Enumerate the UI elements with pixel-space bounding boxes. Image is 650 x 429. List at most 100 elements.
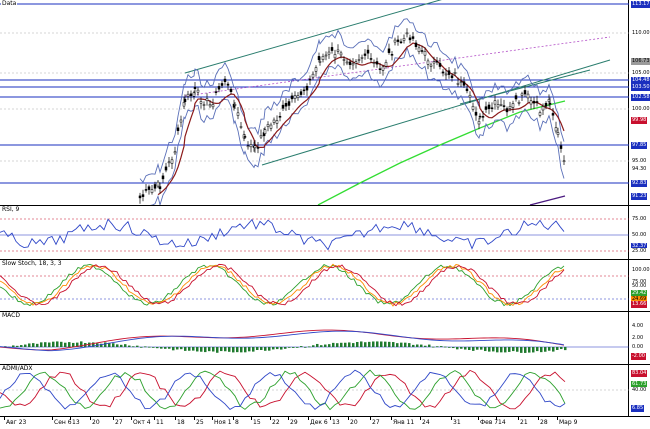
price-level-label: 102.58 bbox=[631, 94, 650, 101]
date-tick bbox=[52, 417, 53, 420]
macd-histogram-bar bbox=[548, 347, 551, 351]
candle-body bbox=[378, 68, 382, 70]
date-label: 22 bbox=[272, 419, 280, 426]
macd-histogram-bar bbox=[540, 347, 543, 353]
candle-body bbox=[481, 116, 485, 118]
rsi-pane[interactable]: RSI, 9 75.00 50.00 32.37 25.00 bbox=[0, 206, 650, 259]
candle-body bbox=[318, 61, 322, 63]
adx-pane[interactable]: ADMI/ADX 83.04 61.73 40.00 6.85 bbox=[0, 365, 650, 416]
date-label: 21 bbox=[520, 419, 528, 426]
candle-body bbox=[220, 83, 224, 86]
price-pane-title: Data bbox=[1, 0, 18, 7]
macd-pane[interactable]: MACD 4.00 2.00 0.00 -2.00 bbox=[0, 312, 650, 364]
macd-histogram-bar bbox=[496, 347, 499, 353]
channel-upper bbox=[184, 0, 442, 74]
candle-body bbox=[354, 61, 358, 64]
macd-histogram-bar bbox=[320, 345, 323, 347]
macd-histogram-bar bbox=[236, 347, 239, 353]
price-level-label: 113.17 bbox=[631, 1, 650, 8]
candle-body bbox=[456, 83, 460, 85]
candle-body bbox=[499, 104, 503, 106]
macd-histogram-bar bbox=[68, 342, 71, 347]
adx-line bbox=[0, 369, 566, 411]
adx-line bbox=[0, 369, 566, 410]
macd-histogram-bar bbox=[108, 342, 111, 347]
macd-histogram-bar bbox=[432, 346, 435, 348]
macd-histogram-bar bbox=[400, 342, 403, 347]
date-label: 15 bbox=[253, 419, 261, 426]
macd-histogram-bar bbox=[444, 346, 447, 348]
candle-body bbox=[321, 56, 325, 60]
macd-histogram-bar bbox=[128, 345, 131, 347]
candle-body bbox=[266, 124, 270, 127]
candle-body bbox=[164, 166, 168, 171]
macd-histogram-bar bbox=[216, 347, 219, 353]
candle-body bbox=[477, 121, 481, 125]
candle-body bbox=[484, 106, 488, 110]
candle-body bbox=[176, 127, 180, 132]
candle-body bbox=[478, 115, 482, 118]
candle-body bbox=[559, 145, 563, 149]
macd-histogram-bar bbox=[208, 347, 211, 352]
pane-divider[interactable] bbox=[0, 311, 650, 312]
macd-histogram-bar bbox=[448, 347, 451, 348]
candle-body bbox=[269, 124, 273, 129]
candle-body bbox=[423, 51, 427, 56]
stoch-plot-area[interactable] bbox=[0, 260, 629, 311]
adx-plot-area[interactable] bbox=[0, 365, 629, 416]
macd-histogram-bar bbox=[404, 342, 407, 347]
price-plot-area[interactable] bbox=[0, 0, 629, 205]
candle-body bbox=[554, 127, 558, 132]
macd-histogram-bar bbox=[408, 343, 411, 347]
rsi-plot-area[interactable] bbox=[0, 206, 629, 259]
macd-histogram-bar bbox=[152, 347, 155, 348]
date-tick bbox=[348, 417, 349, 420]
macd-histogram-bar bbox=[344, 342, 347, 347]
candle-body bbox=[538, 112, 542, 116]
candle-body bbox=[429, 64, 433, 67]
candle-body bbox=[278, 116, 282, 118]
macd-histogram-bar bbox=[252, 347, 255, 352]
macd-histogram-bar bbox=[308, 346, 311, 348]
macd-histogram-bar bbox=[288, 347, 291, 348]
rsi-level-label: 50.00 bbox=[631, 232, 648, 239]
candle-body bbox=[411, 36, 415, 39]
candle-body bbox=[459, 81, 463, 83]
macd-histogram-bar bbox=[484, 347, 487, 352]
adx-level-label: 40.00 bbox=[631, 387, 648, 394]
candle-body bbox=[450, 75, 454, 78]
candle-body bbox=[150, 189, 154, 193]
macd-histogram-bar bbox=[544, 347, 547, 352]
pane-divider[interactable] bbox=[0, 364, 650, 365]
candle-body bbox=[158, 186, 162, 190]
macd-histogram-bar bbox=[92, 342, 95, 347]
macd-histogram-bar bbox=[180, 347, 183, 350]
macd-plot-area[interactable] bbox=[0, 312, 629, 364]
stoch-level-label: 24.69 bbox=[631, 296, 648, 303]
date-axis[interactable]: Авг 23 Сен 6 13 20 27 Окт 4 11 18 25 Ноя 1 8 15 22 29… bbox=[0, 416, 650, 429]
candle-body bbox=[256, 147, 260, 149]
macd-histogram-bar bbox=[220, 347, 223, 352]
candle-body bbox=[551, 113, 555, 116]
candle-body bbox=[284, 103, 288, 107]
rsi-chart-svg bbox=[0, 218, 629, 252]
date-label: Мар 9 bbox=[559, 419, 578, 426]
stoch-level-label: 29.42 bbox=[631, 290, 648, 297]
pane-divider[interactable] bbox=[0, 259, 650, 260]
pane-divider[interactable] bbox=[0, 205, 650, 206]
candle-body bbox=[372, 62, 376, 64]
stoch-pane[interactable]: Slow Stoch, 18, 3, 3 100.00 75.00 50.00 29.… bbox=[0, 260, 650, 311]
macd-histogram-bar bbox=[340, 342, 343, 347]
macd-signal-line bbox=[0, 329, 565, 351]
candle-body bbox=[308, 78, 312, 81]
price-pane[interactable]: Data 113.17 110.00 106.73 105.00 104.48 103.5… bbox=[0, 0, 650, 205]
macd-histogram-bar bbox=[60, 341, 63, 347]
macd-histogram-bar bbox=[16, 345, 19, 347]
stoch-chart-svg bbox=[0, 263, 629, 307]
candle-body bbox=[299, 91, 303, 95]
price-level-label: 94.30 bbox=[631, 166, 648, 173]
date-label: 27 bbox=[372, 419, 380, 426]
macd-histogram-bar bbox=[388, 341, 391, 347]
candle-body bbox=[548, 102, 552, 105]
macd-histogram-bar bbox=[352, 343, 355, 347]
